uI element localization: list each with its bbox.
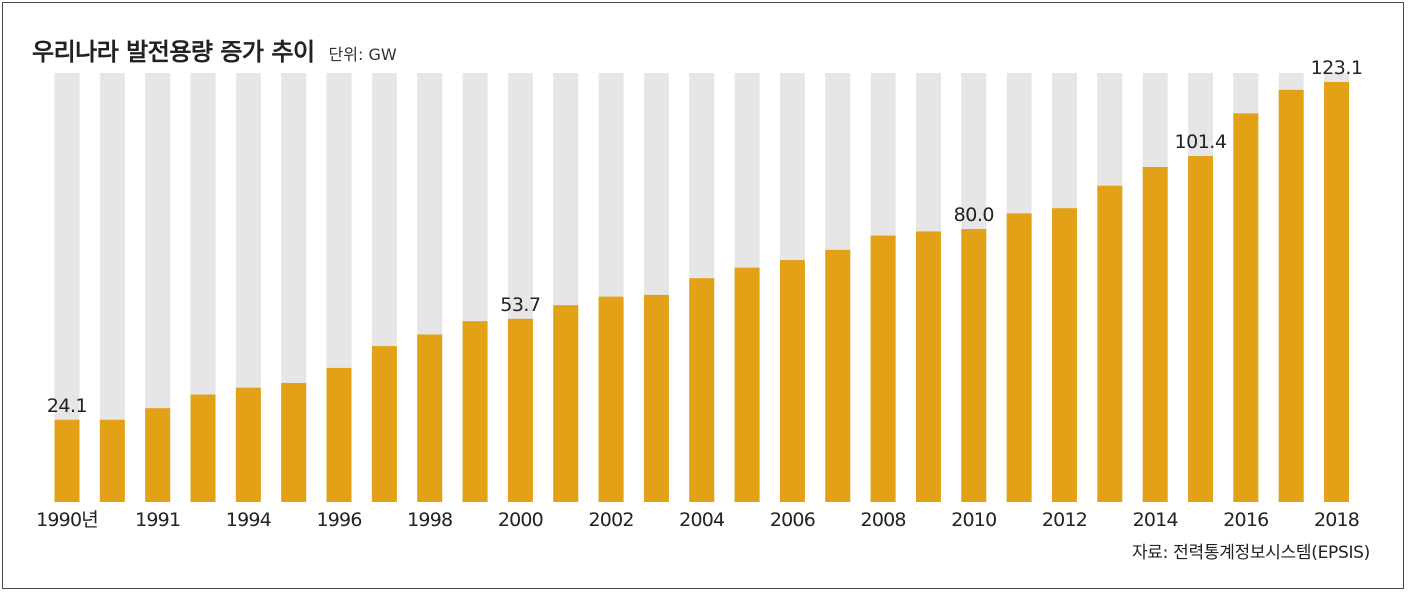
bar-2018 <box>1324 82 1350 502</box>
bar-1995 <box>281 382 307 502</box>
x-tick-label: 1990년 <box>36 509 98 531</box>
bar-2003 <box>643 294 669 502</box>
bar-2013 <box>1097 185 1123 502</box>
x-tick-label: 2004 <box>679 509 725 531</box>
data-label: 80.0 <box>954 204 994 226</box>
x-tick-label: 2002 <box>589 509 634 531</box>
bar-1992 <box>145 408 171 502</box>
bar-1999 <box>462 321 488 502</box>
bar-2016 <box>1233 113 1259 503</box>
data-label: 123.1 <box>1311 57 1363 79</box>
x-tick-label: 2008 <box>861 509 906 531</box>
x-tick-label: 1994 <box>226 509 272 531</box>
bar-2014 <box>1142 166 1168 502</box>
bar-1996 <box>326 367 352 502</box>
x-tick-label: 2006 <box>770 509 815 531</box>
bar-2001 <box>553 305 579 502</box>
bar-1993 <box>190 394 216 502</box>
bar-1994 <box>235 387 261 502</box>
x-tick-label: 1991 <box>135 509 180 531</box>
bar-2009 <box>915 231 941 502</box>
x-tick-label: 1998 <box>407 509 452 531</box>
bar-2000 <box>507 318 533 502</box>
x-tick-label: 2016 <box>1223 509 1268 531</box>
source-note: 자료: 전력통계정보시스템(EPSIS) <box>1131 543 1370 563</box>
bar-2008 <box>870 235 896 503</box>
bar-2010 <box>961 229 987 502</box>
bar-2006 <box>779 260 805 502</box>
x-tick-label: 2012 <box>1042 509 1087 531</box>
data-label: 53.7 <box>500 294 540 316</box>
bar-1998 <box>417 334 443 502</box>
bar-2002 <box>598 296 624 502</box>
bar-2004 <box>689 278 715 502</box>
bar-2007 <box>825 249 851 502</box>
x-tick-label: 2014 <box>1133 509 1179 531</box>
bar-2005 <box>734 267 760 502</box>
data-label: 24.1 <box>47 395 87 417</box>
x-tick-label: 2000 <box>498 509 543 531</box>
data-label: 101.4 <box>1175 131 1227 153</box>
bar-2017 <box>1278 89 1304 502</box>
bar-1991 <box>99 419 125 502</box>
bar-1990 <box>54 419 80 502</box>
x-tick-label: 2018 <box>1314 509 1359 531</box>
bar-2015 <box>1188 156 1213 503</box>
bar-2011 <box>1006 213 1032 502</box>
bar-1997 <box>371 346 397 502</box>
bar-2012 <box>1051 208 1077 502</box>
title-row: 우리나라 발전용량 증가 추이 단위: GW <box>32 32 397 67</box>
x-tick-label: 2010 <box>951 509 996 531</box>
unit-label: 단위: GW <box>328 45 397 64</box>
x-tick-label: 1996 <box>316 509 361 531</box>
chart-title: 우리나라 발전용량 증가 추이 <box>32 38 315 66</box>
